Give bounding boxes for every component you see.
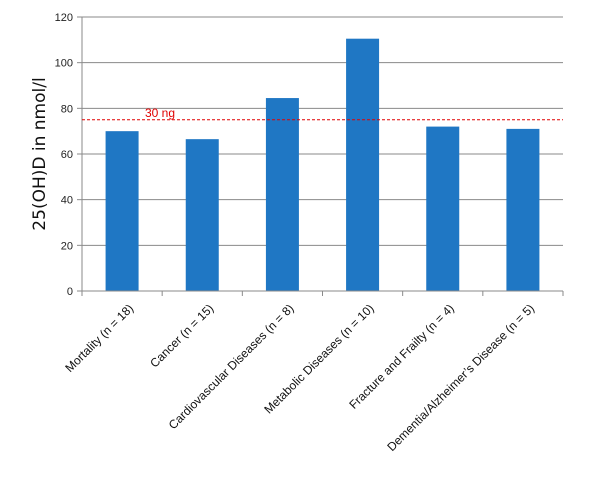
x-tick-label: Cardiovascular Diseases (n = 8) [166, 301, 297, 432]
x-tick-label: Dementia/Alzheimer’s Disease (n = 5) [384, 301, 537, 454]
bars [105, 38, 540, 291]
bar [346, 38, 380, 291]
x-tick-labels: Mortality (n = 18) Cancer (n = 15)Cardiov… [62, 301, 537, 454]
bar [265, 98, 299, 291]
x-tick-label: Cancer (n = 15) [147, 301, 216, 370]
y-tick-label: 120 [55, 12, 73, 24]
reference-line-group: 30 ng [82, 106, 563, 121]
bar [105, 131, 139, 291]
bar [506, 128, 540, 291]
reference-line-label: 30 ng [145, 106, 175, 120]
y-tick-label: 20 [61, 240, 73, 252]
y-tick-label: 80 [61, 103, 73, 115]
y-tick-label: 0 [67, 286, 73, 298]
gridlines [82, 16, 563, 292]
y-tick-label: 60 [61, 149, 73, 161]
bar [185, 139, 219, 291]
x-tick-label: Mortality (n = 18) [62, 301, 136, 375]
y-axis-label: 25(OH)D in nmol/l [30, 77, 50, 230]
y-tick-labels: 0 20 40 60 80 100 120 [55, 12, 73, 298]
y-tick-label: 100 [55, 58, 73, 70]
bar [426, 126, 460, 291]
axes [77, 16, 564, 296]
y-tick-label: 40 [61, 195, 73, 207]
